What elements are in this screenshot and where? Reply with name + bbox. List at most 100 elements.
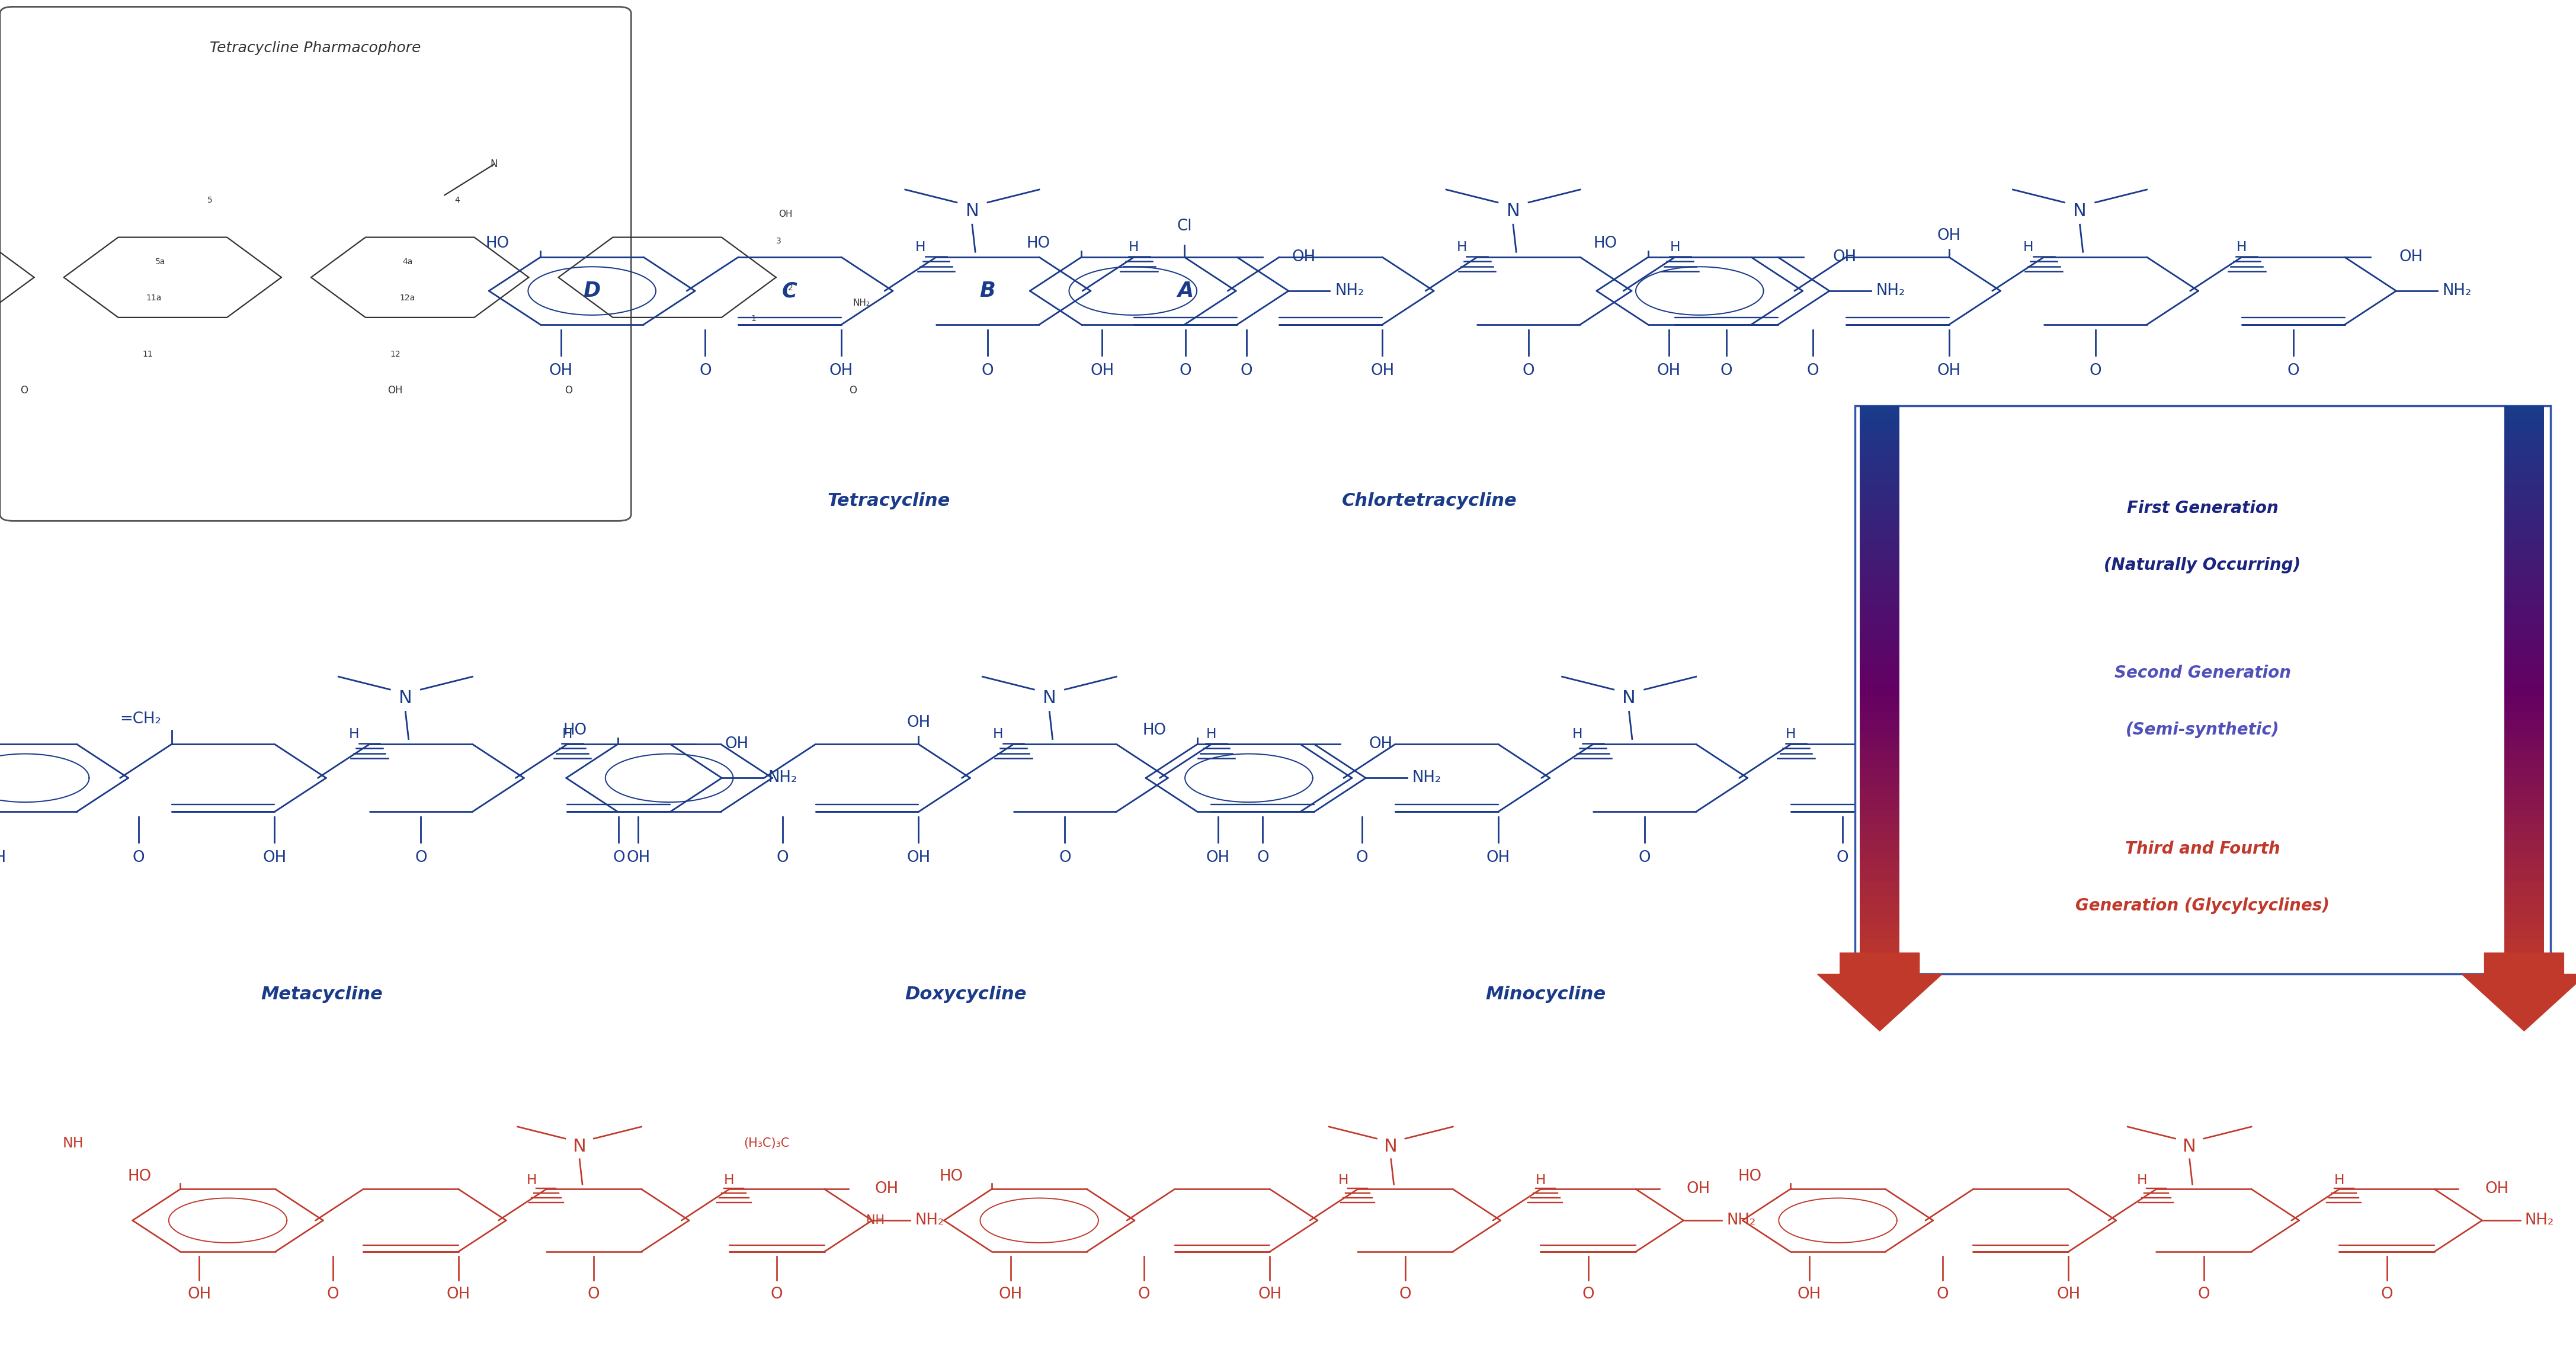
Bar	[2504, 725, 2545, 733]
Bar	[2504, 647, 2545, 655]
Text: N: N	[399, 690, 412, 706]
Text: 11a: 11a	[147, 294, 162, 302]
Bar	[1860, 917, 1899, 924]
Text: OH: OH	[1656, 363, 1680, 379]
Bar	[2504, 690, 2545, 697]
Bar	[1860, 732, 1899, 740]
Text: OH: OH	[549, 363, 572, 379]
Bar	[2504, 953, 2545, 961]
Bar	[1860, 832, 1899, 839]
Bar	[2504, 782, 2545, 790]
Bar	[2504, 889, 2545, 896]
Text: OH: OH	[1090, 363, 1113, 379]
Bar	[1860, 817, 1899, 825]
Text: OH: OH	[1291, 249, 1316, 265]
Text: N: N	[1043, 690, 1056, 706]
Bar	[1860, 797, 1899, 804]
Text: O: O	[1355, 850, 1368, 866]
Text: (H₃C)₃C: (H₃C)₃C	[744, 1138, 788, 1149]
Bar	[2504, 533, 2545, 541]
Text: N: N	[489, 158, 497, 169]
Text: O: O	[775, 850, 788, 866]
Bar	[2504, 917, 2545, 924]
Text: O: O	[1059, 850, 1072, 866]
Bar	[2504, 576, 2545, 583]
Bar	[2504, 902, 2545, 911]
Bar	[1860, 605, 1899, 612]
Bar	[1860, 640, 1899, 648]
Bar	[2504, 520, 2545, 526]
Bar	[1860, 911, 1899, 917]
Text: O: O	[1239, 363, 1252, 379]
Text: O: O	[850, 386, 855, 396]
Bar	[2504, 633, 2545, 640]
Text: 5: 5	[206, 196, 211, 204]
Text: Second Generation: Second Generation	[2115, 664, 2290, 682]
Bar	[1860, 782, 1899, 790]
Bar	[2504, 854, 2545, 861]
Bar	[1860, 513, 1899, 520]
Text: 3: 3	[775, 237, 781, 245]
Bar	[1860, 874, 1899, 882]
Text: H: H	[1669, 241, 1680, 254]
Text: D: D	[582, 281, 600, 300]
Text: OH: OH	[2486, 1181, 2509, 1197]
Bar	[2504, 428, 2545, 434]
Text: OH: OH	[626, 850, 649, 866]
Bar	[1860, 939, 1899, 946]
Bar	[1860, 775, 1899, 782]
Bar	[1860, 434, 1899, 441]
Text: O: O	[1721, 363, 1734, 379]
Bar	[1860, 448, 1899, 456]
Text: H: H	[1785, 728, 1795, 741]
Bar	[2504, 441, 2545, 449]
Bar	[2504, 740, 2545, 747]
Bar	[1860, 548, 1899, 555]
Text: 12a: 12a	[399, 294, 415, 302]
Bar	[2504, 513, 2545, 520]
Bar	[1860, 413, 1899, 419]
Bar	[2504, 882, 2545, 889]
Bar	[1860, 953, 1899, 961]
Bar	[1860, 655, 1899, 662]
Bar	[2504, 896, 2545, 904]
Bar	[1860, 867, 1899, 875]
Text: C: C	[783, 281, 799, 300]
Text: NH: NH	[62, 1137, 85, 1150]
Text: OH: OH	[1832, 249, 1857, 265]
Text: O: O	[1582, 1287, 1595, 1302]
Bar	[1860, 662, 1899, 668]
Bar	[1860, 406, 1899, 413]
Text: 5a: 5a	[155, 258, 165, 267]
Bar	[1860, 526, 1899, 534]
Text: NH₂: NH₂	[1875, 283, 1906, 299]
Bar	[2504, 775, 2545, 782]
Text: O: O	[1522, 363, 1535, 379]
Bar	[2504, 839, 2545, 847]
Bar	[1860, 498, 1899, 506]
Bar	[1860, 598, 1899, 605]
Text: O: O	[981, 363, 994, 379]
Bar	[1860, 476, 1899, 484]
Text: (Naturally Occurring): (Naturally Occurring)	[2105, 556, 2300, 574]
Bar	[2504, 683, 2545, 690]
Bar	[1860, 505, 1899, 513]
Text: OH: OH	[386, 386, 402, 396]
Bar	[2504, 939, 2545, 946]
Text: OH: OH	[829, 363, 853, 379]
Bar	[2504, 413, 2545, 419]
Bar	[1860, 889, 1899, 896]
Bar	[2504, 498, 2545, 506]
Bar	[2504, 718, 2545, 725]
Bar	[1860, 675, 1899, 683]
Text: H: H	[348, 728, 358, 741]
Bar	[2504, 668, 2545, 676]
Text: N: N	[2074, 203, 2087, 219]
Bar	[2504, 797, 2545, 804]
Bar	[1860, 618, 1899, 626]
Bar	[2504, 456, 2545, 463]
Bar	[2504, 541, 2545, 548]
Bar	[2504, 789, 2545, 797]
Bar	[2504, 825, 2545, 832]
Bar	[2504, 861, 2545, 867]
